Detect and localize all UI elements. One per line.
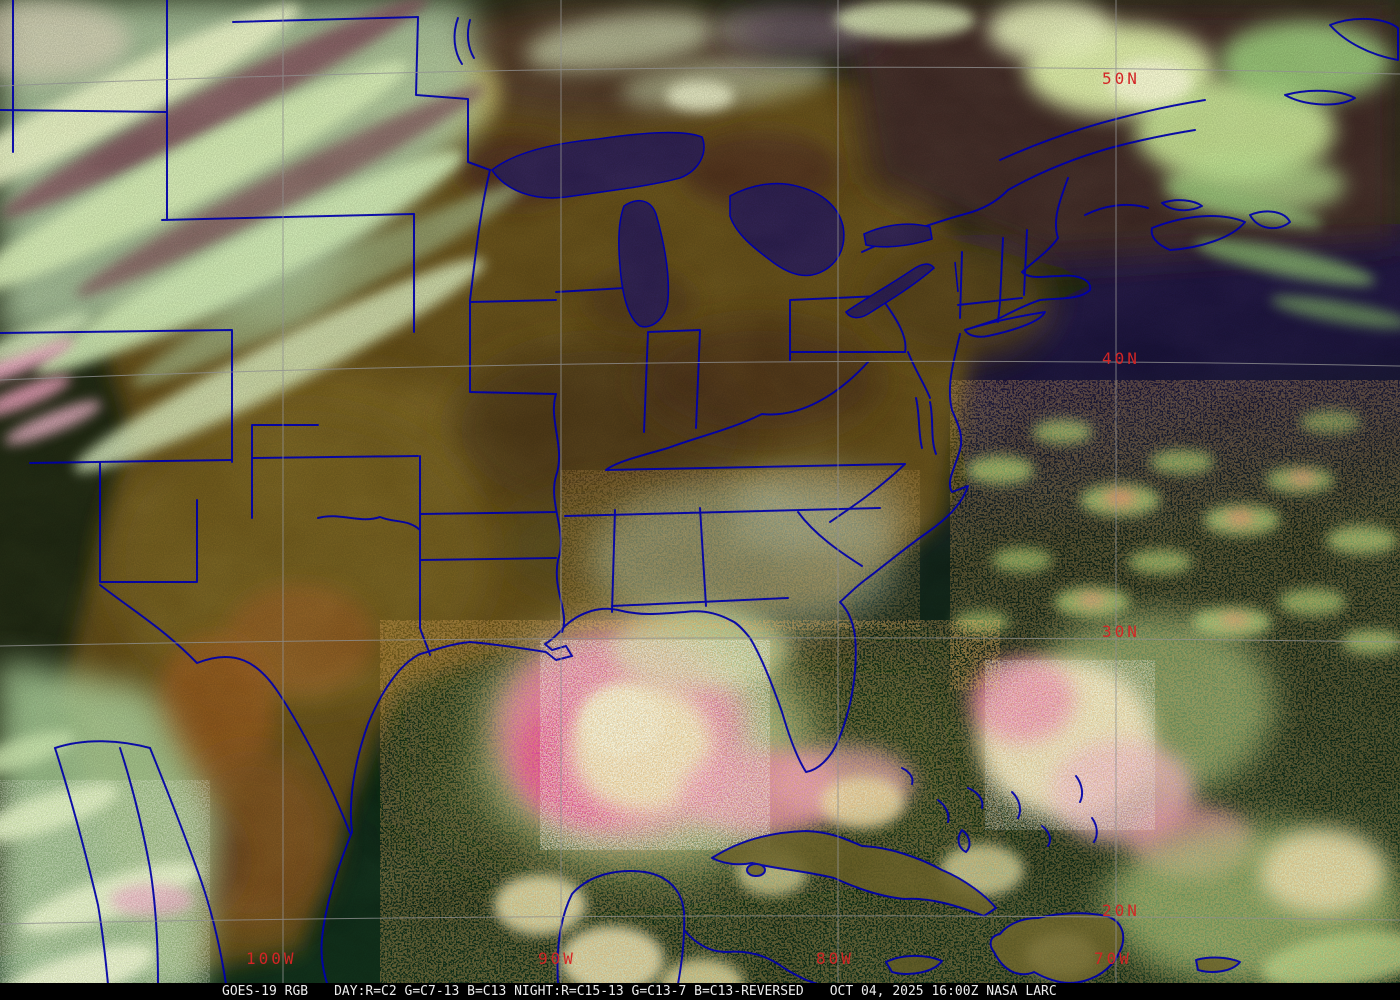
lat-label-50n: 50N bbox=[1102, 69, 1140, 88]
lon-label-80w: 80W bbox=[816, 949, 854, 968]
gridline-lat-30n bbox=[0, 637, 1400, 647]
caption-timestamp: OCT 04, 2025 16:00Z NASA LARC bbox=[829, 984, 1057, 999]
gridline-lat-20n bbox=[0, 915, 1400, 925]
caption-platform: GOES-19 RGB bbox=[222, 984, 309, 999]
gridline-lat-50n bbox=[0, 66, 1400, 87]
caption-rgb-recipe: DAY:R=C2 G=C7-13 B=C13 NIGHT:R=C15-13 G=… bbox=[334, 984, 804, 999]
lat-label-40n: 40N bbox=[1102, 349, 1140, 368]
lon-label-90w: 90W bbox=[538, 949, 576, 968]
lon-label-70w: 70W bbox=[1094, 949, 1132, 968]
caption-bar: GOES-19 RGB DAY:R=C2 G=C7-13 B=C13 NIGHT… bbox=[0, 983, 1400, 1000]
lon-label-100w: 100W bbox=[246, 949, 297, 968]
lat-label-20n: 20N bbox=[1102, 901, 1140, 920]
gridline-lat-40n bbox=[0, 360, 1400, 381]
lat-label-30n: 30N bbox=[1102, 622, 1140, 641]
graticule-labels: 50N 40N 30N 20N 100W 90W 80W 70W bbox=[246, 69, 1140, 968]
